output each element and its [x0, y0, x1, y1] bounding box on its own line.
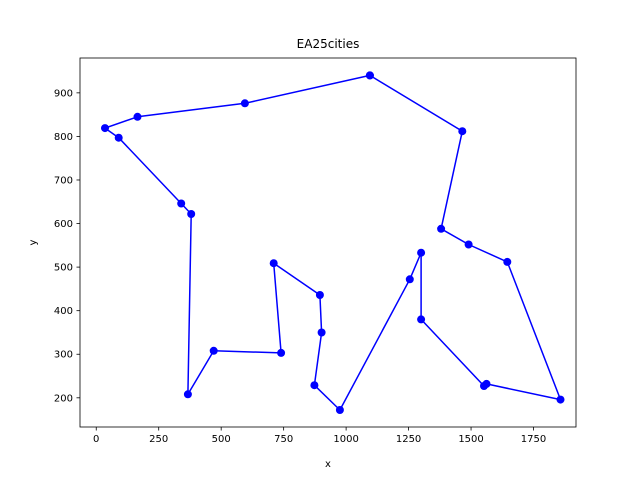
y-tick-label: 800 [54, 132, 73, 143]
y-axis-label: y [28, 239, 39, 245]
city-point [317, 328, 326, 337]
x-axis-label: x [325, 459, 331, 470]
city-point [277, 348, 286, 357]
city-point [417, 248, 426, 257]
x-tick-label: 750 [274, 434, 293, 445]
city-point [177, 199, 186, 208]
city-point [315, 291, 324, 299]
x-tick-label: 250 [149, 434, 168, 445]
y-tick-label: 200 [54, 393, 73, 404]
city-point [209, 346, 218, 355]
city-point [335, 406, 344, 414]
city-point [437, 224, 446, 233]
x-tick-label: 0 [93, 434, 99, 445]
city-point [183, 390, 192, 399]
plot-frame [79, 57, 577, 428]
city-point [101, 124, 109, 133]
y-tick-label: 700 [54, 175, 73, 186]
y-tick-label: 600 [54, 219, 73, 230]
city-point [458, 127, 467, 136]
city-point [269, 259, 278, 268]
city-point [556, 395, 565, 404]
route-line [104, 74, 562, 411]
city-point [503, 257, 512, 266]
y-tick-label: 400 [54, 306, 73, 317]
x-tick-label: 1750 [521, 434, 546, 445]
y-tick-label: 900 [54, 88, 73, 99]
chart-title: EA25cities [297, 37, 360, 51]
x-axis-ticks: 0 250 500 750 1000 1250 1500 1750 [93, 427, 546, 445]
y-tick-label: 300 [54, 350, 73, 361]
city-point [464, 240, 473, 249]
x-tick-label: 1250 [396, 434, 421, 445]
x-tick-label: 1500 [458, 434, 483, 445]
city-point [310, 381, 319, 390]
x-tick-label: 500 [212, 434, 231, 445]
y-tick-label: 500 [54, 263, 73, 274]
city-point [365, 71, 374, 80]
city-point [417, 315, 426, 324]
city-point [405, 275, 414, 284]
city-point [240, 99, 249, 108]
x-tick-label: 1000 [333, 434, 358, 445]
city-point [187, 210, 196, 218]
city-point [133, 112, 142, 121]
city-point [114, 133, 123, 142]
y-axis-ticks: 200 300 400 500 600 700 800 900 [54, 88, 80, 404]
city-point [480, 382, 488, 390]
plot-content [101, 71, 565, 414]
